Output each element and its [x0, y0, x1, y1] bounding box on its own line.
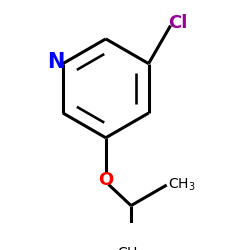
Text: CH$_3$: CH$_3$: [168, 177, 196, 193]
Text: O: O: [98, 171, 114, 189]
Text: Cl: Cl: [168, 14, 187, 32]
Text: CH$_3$: CH$_3$: [117, 246, 145, 250]
Text: N: N: [48, 52, 65, 72]
